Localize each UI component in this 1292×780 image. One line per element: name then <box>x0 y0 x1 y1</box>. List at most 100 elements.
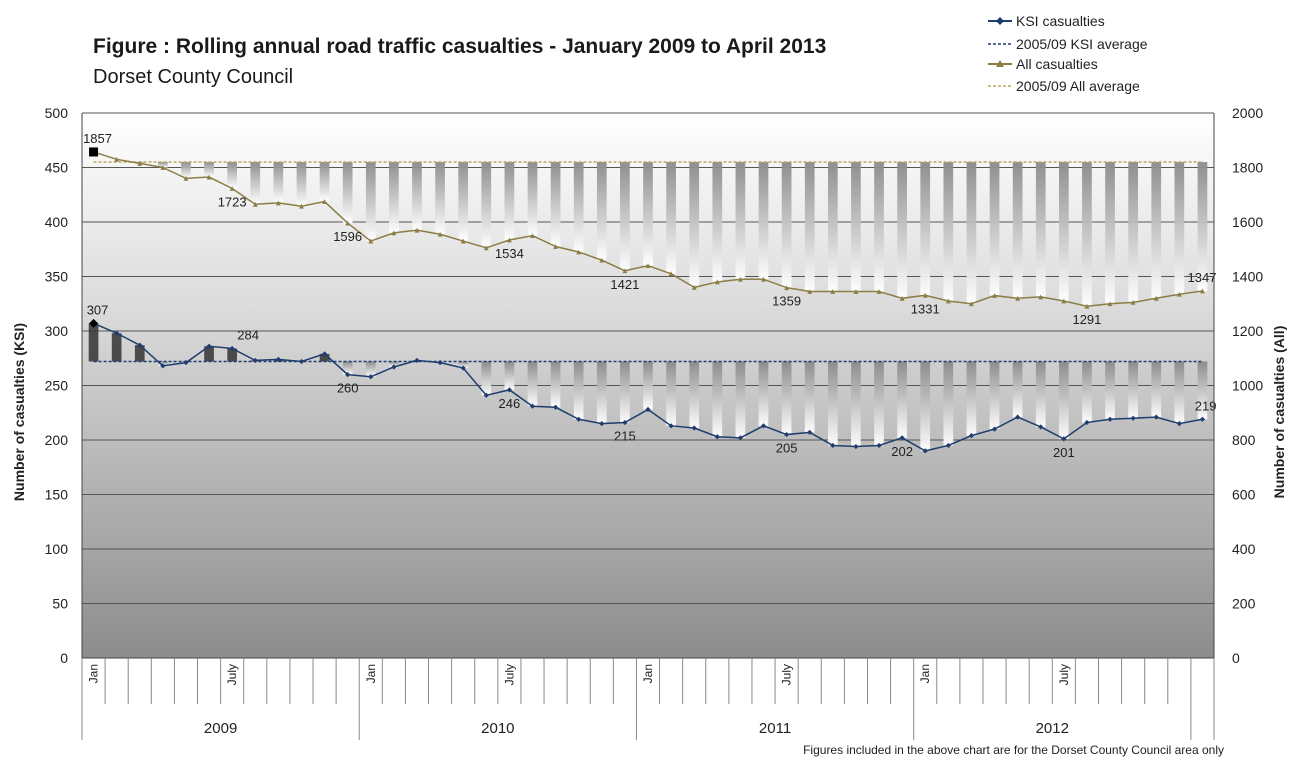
y-tick-label-right: 0 <box>1232 650 1240 666</box>
up-bar-ksi <box>134 345 145 362</box>
data-label: 1534 <box>495 246 524 261</box>
all-point <box>437 231 443 237</box>
diamond-marker-icon <box>996 17 1004 25</box>
ksi-point <box>114 330 120 336</box>
all-point <box>1107 301 1113 307</box>
drop-bar-ksi <box>1151 361 1162 418</box>
up-bar-ksi <box>111 333 122 362</box>
ksi-point <box>183 360 189 366</box>
legend-label: 2005/09 All average <box>1016 78 1140 94</box>
legend: KSI casualties 2005/09 KSI average All c… <box>988 13 1148 94</box>
month-label: July <box>502 664 516 685</box>
drop-bar-all <box>250 162 261 205</box>
chart-title: Figure : Rolling annual road traffic cas… <box>93 35 826 58</box>
chart-subtitle: Dorset County Council <box>93 66 293 88</box>
ksi-point <box>737 435 744 441</box>
drop-bar-ksi <box>920 361 931 451</box>
year-label: 2011 <box>759 720 791 737</box>
y-tick-label-right: 1800 <box>1232 160 1263 176</box>
ksi-point <box>576 416 582 422</box>
all-point <box>183 176 189 181</box>
drop-bar-ksi <box>504 361 515 390</box>
all-point <box>945 298 951 304</box>
year-label: 2012 <box>1036 720 1069 737</box>
drop-bar-all <box>966 162 977 304</box>
all-point <box>553 244 558 249</box>
drop-bar-ksi <box>573 361 584 420</box>
y-tick-label-right: 2000 <box>1232 105 1263 121</box>
ksi-point <box>275 356 281 362</box>
y-tick-label-right: 1200 <box>1232 323 1263 339</box>
y-tick-label-left: 150 <box>45 487 69 503</box>
drop-bar-ksi <box>689 361 700 429</box>
data-label: 1723 <box>218 194 247 209</box>
data-label: 1421 <box>610 277 639 292</box>
drop-bar-ksi <box>458 361 469 369</box>
data-label: 202 <box>891 444 913 459</box>
drop-bar-ksi <box>804 361 815 433</box>
all-point <box>738 276 743 282</box>
all-point <box>876 289 882 294</box>
y-tick-label-right: 1600 <box>1232 214 1263 230</box>
drop-bar-all <box>943 162 954 302</box>
y-tick-label-right: 200 <box>1232 596 1256 612</box>
drop-bar-all <box>481 162 492 248</box>
legend-label: KSI casualties <box>1016 13 1105 29</box>
drop-bar-all <box>573 162 584 252</box>
drop-bar-all <box>550 162 561 247</box>
all-point <box>622 268 628 274</box>
all-point <box>922 292 928 298</box>
drop-bar-all <box>689 162 700 288</box>
year-label: 2009 <box>204 720 237 737</box>
y-tick-label-left: 300 <box>45 323 69 339</box>
ksi-point <box>483 392 489 398</box>
all-point <box>414 227 420 233</box>
all-point <box>1153 295 1159 301</box>
ksi-point <box>599 421 605 427</box>
y-tick-label-left: 500 <box>45 105 69 121</box>
drop-bar-ksi <box>1105 361 1115 420</box>
all-point <box>830 289 836 294</box>
ksi-point <box>506 387 512 393</box>
y-tick-label-left: 100 <box>45 541 69 557</box>
drop-bar-all <box>1197 162 1208 291</box>
all-point <box>368 238 374 244</box>
drop-bar-ksi <box>527 361 538 407</box>
legend-item-all-average: 2005/09 All average <box>988 78 1140 94</box>
all-point <box>992 293 997 298</box>
month-label: Jan <box>641 664 655 683</box>
y-tick-label-right: 800 <box>1232 432 1256 448</box>
drop-bar-all <box>1151 162 1162 299</box>
all-point <box>252 201 258 207</box>
drop-bar-all <box>1105 162 1115 304</box>
drop-bar-ksi <box>365 361 376 377</box>
drop-bar-ksi <box>897 361 907 438</box>
drop-bar-all <box>365 162 376 242</box>
data-label: 284 <box>237 327 259 342</box>
ksi-point <box>298 358 305 365</box>
legend-item-ksi: KSI casualties <box>988 13 1105 29</box>
drop-bar-all <box>1174 162 1185 295</box>
drop-bar-ksi <box>481 361 492 396</box>
drop-bar-ksi <box>596 361 607 424</box>
ksi-point <box>876 442 882 449</box>
drop-bar-ksi <box>712 361 723 437</box>
month-label: Jan <box>364 664 378 683</box>
ksi-point <box>1176 421 1182 427</box>
data-label: 1331 <box>911 301 940 316</box>
all-point <box>1015 295 1021 301</box>
up-bar-ksi <box>319 353 330 362</box>
drop-bar-ksi <box>389 361 399 367</box>
all-point <box>1176 291 1182 297</box>
legend-item-all: All casualties <box>988 56 1098 72</box>
y-tick-label-left: 350 <box>45 269 69 285</box>
all-point <box>114 156 120 162</box>
ksi-point <box>160 363 166 369</box>
y-axis-title-left: Number of casualties (KSI) <box>11 323 27 501</box>
all-point <box>969 301 974 307</box>
ksi-point <box>321 351 328 357</box>
all-point <box>229 186 235 191</box>
up-bar-ksi <box>204 346 214 362</box>
ksi-point <box>807 429 813 435</box>
y-tick-label-left: 50 <box>52 596 68 612</box>
